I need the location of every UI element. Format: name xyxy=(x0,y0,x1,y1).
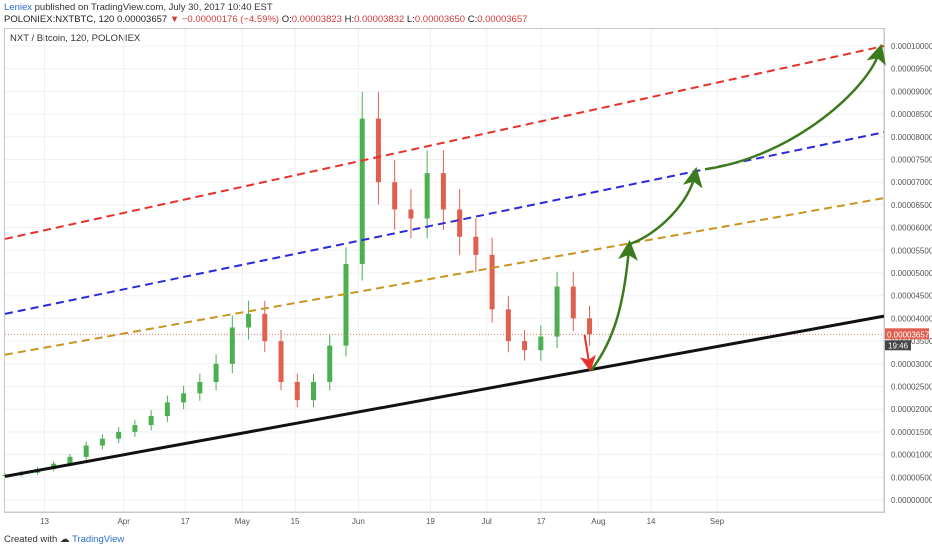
x-tick-label: 13 xyxy=(40,517,49,526)
open-value: 0.00003823 xyxy=(291,14,342,25)
candle-body xyxy=(343,263,349,346)
y-tick-label: 0.00000500 xyxy=(891,473,932,482)
y-tick-label: 0.00007500 xyxy=(891,156,932,165)
candle-body xyxy=(311,381,317,401)
up-arrow-2 xyxy=(630,166,703,245)
candle-body xyxy=(522,341,528,351)
candle-body xyxy=(473,236,479,255)
last-price: 0.00003657 xyxy=(116,14,168,25)
candle-body xyxy=(554,286,560,337)
x-tick-label: 14 xyxy=(647,517,656,526)
candle-body xyxy=(148,416,154,426)
low-value: 0.00003650 xyxy=(414,14,466,25)
y-tick-label: 0.00009000 xyxy=(891,87,932,96)
last-price-value: 0.00003657 xyxy=(887,330,930,339)
x-tick-label: Aug xyxy=(591,517,605,526)
candle-body xyxy=(132,425,138,432)
candle-body xyxy=(246,313,252,328)
time-tag xyxy=(885,340,911,351)
up-arrow-1 xyxy=(590,240,638,371)
author-link[interactable]: Leniex xyxy=(4,2,32,13)
y-tick-label: 0.00008500 xyxy=(891,110,932,119)
candle-body xyxy=(587,318,593,335)
candle-body xyxy=(229,327,235,364)
candle-body xyxy=(67,456,73,464)
candle-body xyxy=(99,438,105,446)
y-tick-label: 0.00007000 xyxy=(891,178,932,187)
footer: Created with ☁ TradingView xyxy=(4,534,124,545)
y-tick-label: 0.00002500 xyxy=(891,383,932,392)
x-tick-label: Apr xyxy=(117,517,130,526)
down-arrow xyxy=(580,334,596,372)
y-tick-label: 0.00006500 xyxy=(891,201,932,210)
tradingview-logo-icon: ☁ xyxy=(59,534,70,545)
candle-body xyxy=(392,182,398,210)
candle-body xyxy=(116,431,122,439)
candle-body xyxy=(375,118,381,183)
time-value: 19:46 xyxy=(888,341,909,350)
candle-body xyxy=(83,445,89,457)
y-tick-label: 0.00000000 xyxy=(891,496,932,505)
candle-body xyxy=(164,402,170,417)
candle-body xyxy=(181,393,187,403)
close-value: 0.00003657 xyxy=(477,14,528,25)
candle-body xyxy=(359,118,365,264)
trendline-channel-1 xyxy=(4,197,885,356)
low-label: L: xyxy=(406,14,415,25)
y-tick-label: 0.00003500 xyxy=(891,337,932,346)
candle-body xyxy=(457,209,463,237)
y-tick-label: 0.00005500 xyxy=(891,246,932,255)
trendline-support xyxy=(4,314,885,478)
x-tick-label: Jun xyxy=(352,517,365,526)
y-tick-label: 0.00003000 xyxy=(891,360,932,369)
publish-header: Leniex published on TradingView.com, Jul… xyxy=(4,2,273,13)
y-tick-label: 0.00001000 xyxy=(891,451,932,460)
candle-body xyxy=(197,381,203,394)
open-label: O: xyxy=(281,14,292,25)
candle-body xyxy=(327,345,333,382)
publish-info: published on TradingView.com, July 30, 2… xyxy=(34,2,273,13)
x-tick-label: 19 xyxy=(426,517,435,526)
candle-body xyxy=(489,254,495,310)
x-tick-label: 17 xyxy=(181,517,190,526)
price-change: ▼ −0.00000176 (−4.59%) xyxy=(169,14,280,25)
y-tick-label: 0.00004000 xyxy=(891,314,932,323)
candle-body xyxy=(505,309,511,342)
last-price-tag xyxy=(885,328,929,340)
close-label: C: xyxy=(467,14,478,25)
x-tick-label: 15 xyxy=(291,517,300,526)
y-tick-label: 0.00004500 xyxy=(891,292,932,301)
y-tick-label: 0.00002000 xyxy=(891,405,932,414)
y-tick-label: 0.00005000 xyxy=(891,269,932,278)
tradingview-link[interactable]: TradingView xyxy=(71,534,125,545)
x-tick-label: May xyxy=(235,517,250,526)
symbol-line: POLONIEX:NXTBTC, 120 0.00003657 ▼ −0.000… xyxy=(4,14,527,25)
trendline-channel-3 xyxy=(4,45,885,240)
y-tick-label: 0.00009500 xyxy=(891,65,932,74)
y-tick-label: 0.00006000 xyxy=(891,224,932,233)
y-tick-label: 0.00010000 xyxy=(891,42,932,51)
high-value: 0.00003832 xyxy=(354,14,405,25)
candle-body xyxy=(440,173,446,210)
high-label: H: xyxy=(344,14,355,25)
symbol-name[interactable]: POLONIEX:NXTBTC, 120 xyxy=(4,14,115,25)
candle-body xyxy=(408,209,414,219)
x-tick-label: Jul xyxy=(482,517,492,526)
candle-body xyxy=(294,381,300,401)
up-arrow-3 xyxy=(704,43,886,171)
pane-label: NXT / Bitcoin, 120, POLONIEX xyxy=(10,33,141,44)
candle-body xyxy=(262,313,268,342)
candle-body xyxy=(424,173,430,219)
candle-body xyxy=(570,286,576,319)
y-tick-label: 0.00001500 xyxy=(891,428,932,437)
x-tick-label: Sep xyxy=(710,517,725,526)
candle-body xyxy=(278,341,284,382)
created-with-label: Created with xyxy=(4,534,58,545)
candle-body xyxy=(213,363,219,382)
y-tick-label: 0.00008000 xyxy=(891,133,932,142)
x-tick-label: 17 xyxy=(537,517,546,526)
candle-body xyxy=(538,336,544,351)
